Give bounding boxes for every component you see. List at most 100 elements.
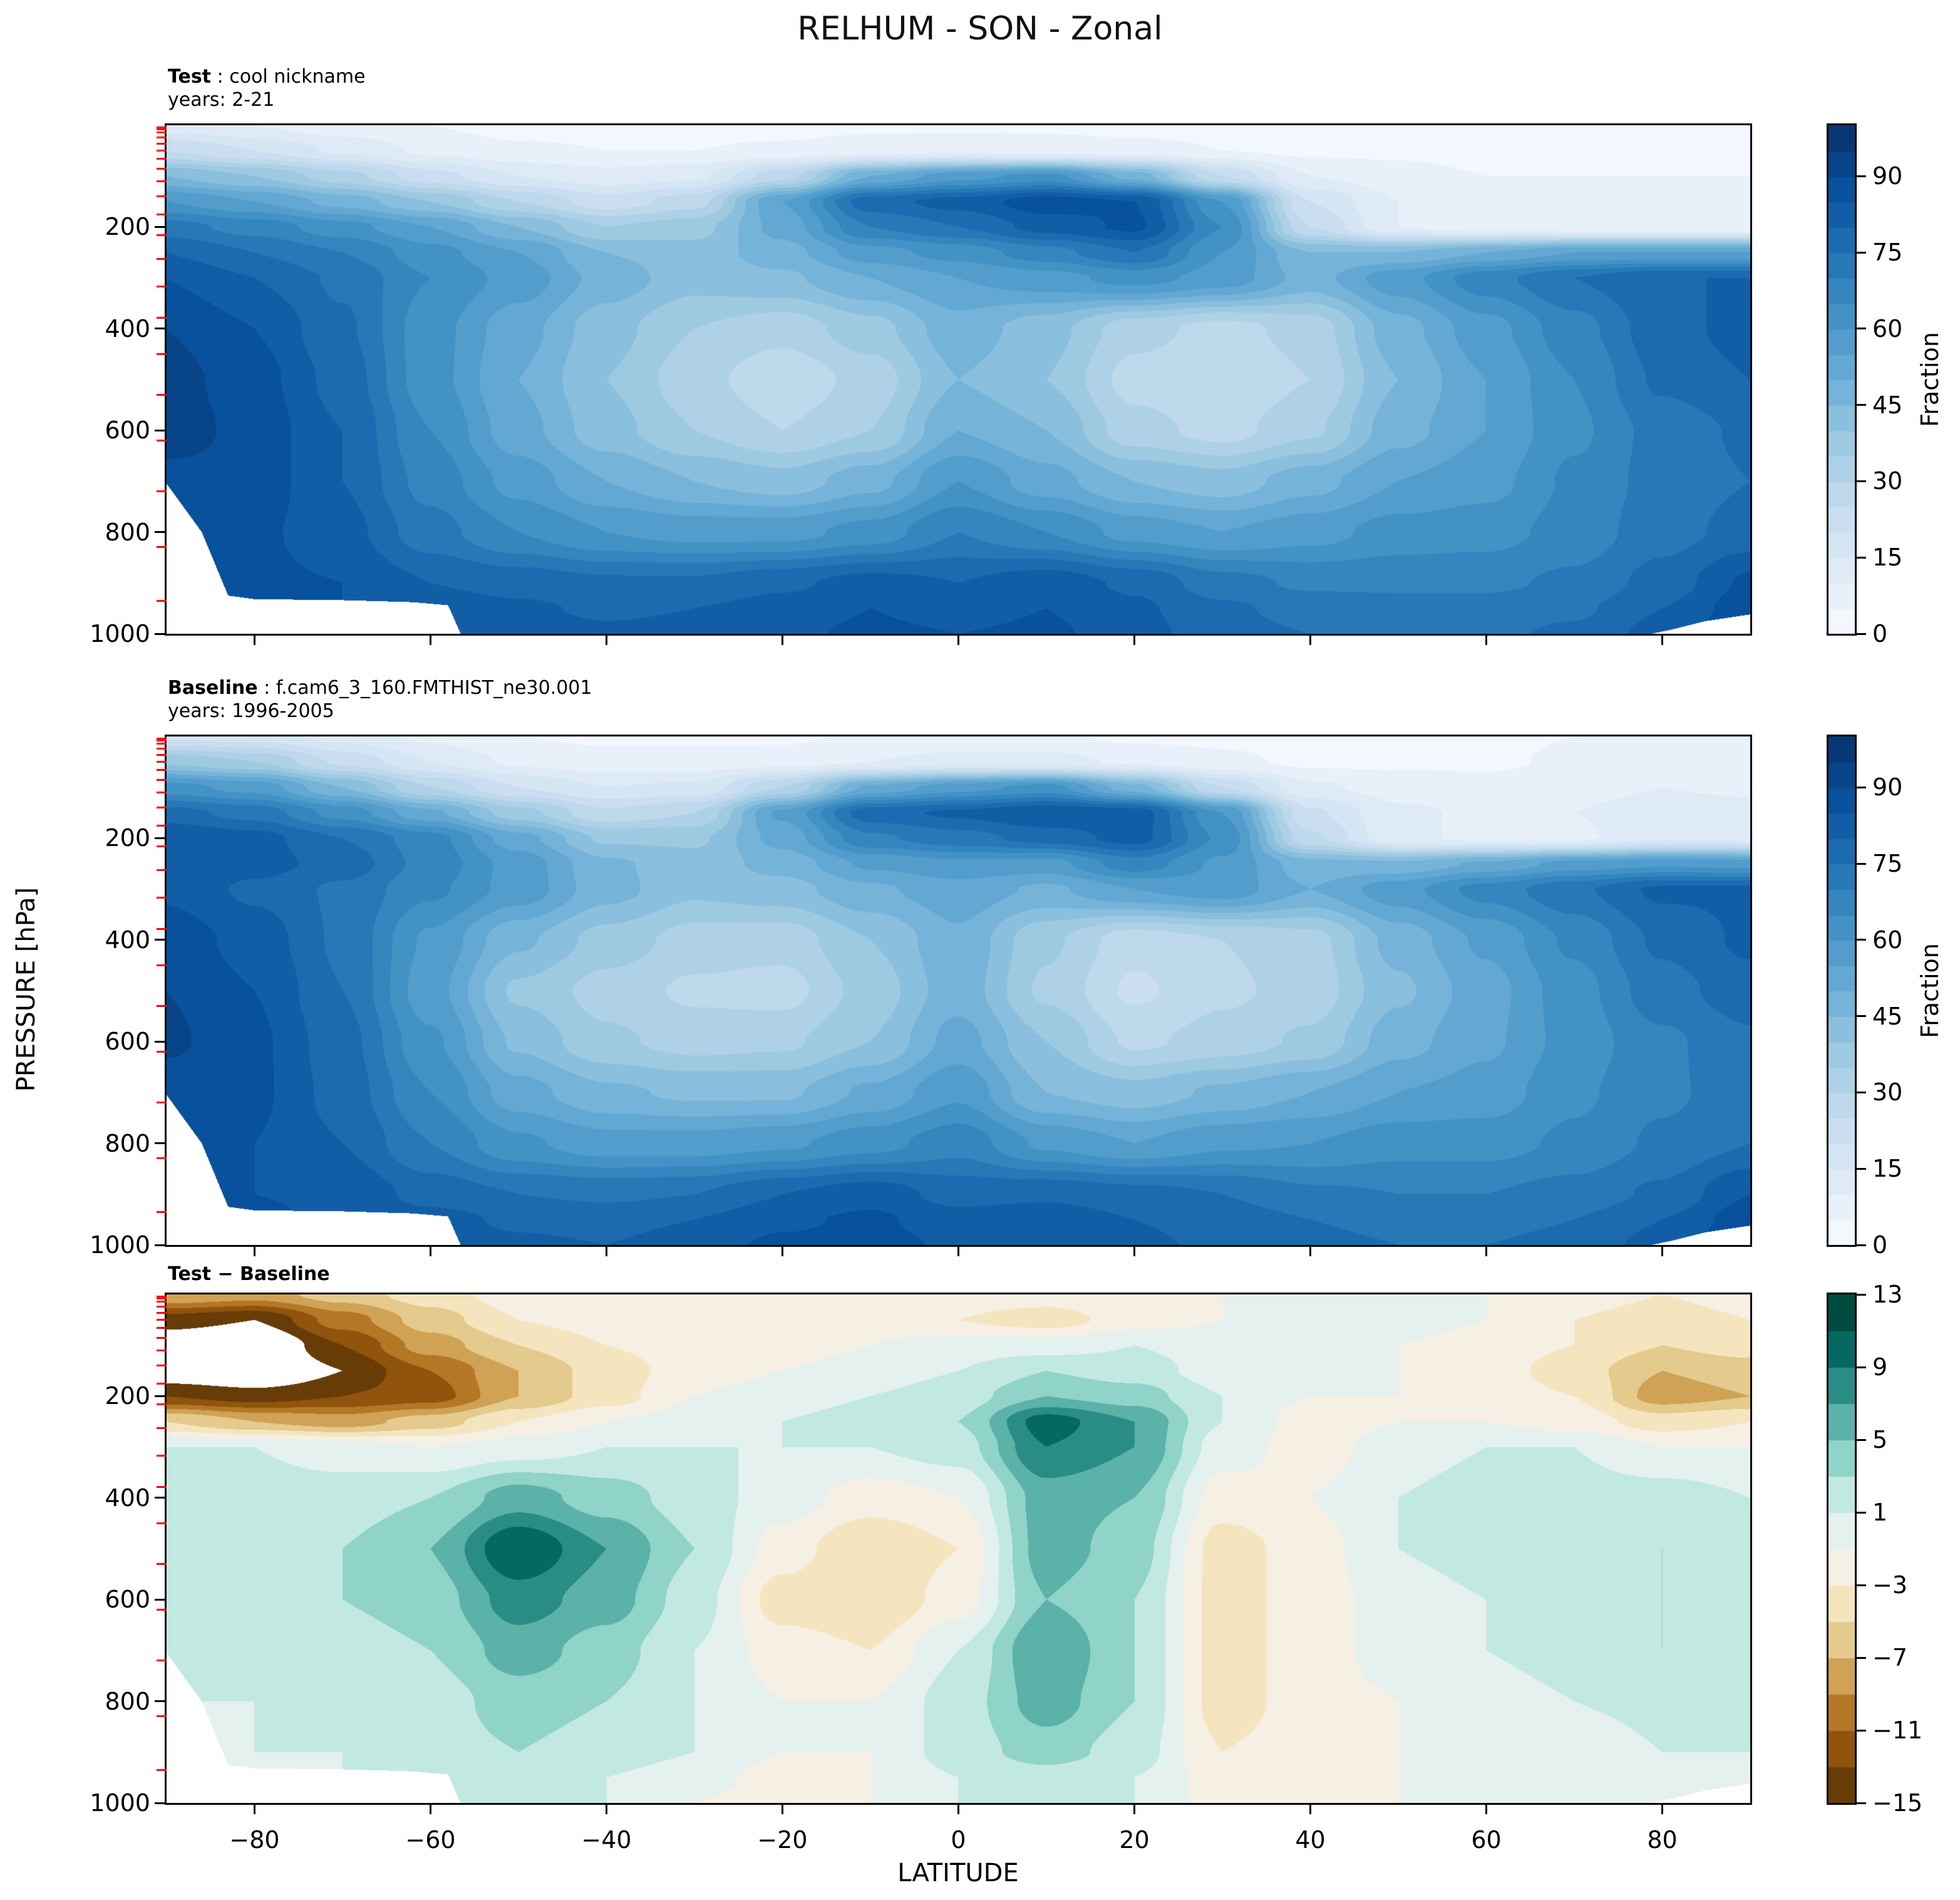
model-level-tick bbox=[157, 824, 167, 827]
model-level-tick bbox=[157, 1562, 167, 1565]
colorbar-tick-label: 5 bbox=[1872, 1426, 1888, 1453]
y-tick-label: 600 bbox=[105, 416, 150, 445]
figure-title: RELHUM - SON - Zonal bbox=[797, 10, 1163, 48]
y-tick-label: 600 bbox=[105, 1028, 150, 1056]
x-tick bbox=[1661, 1245, 1663, 1256]
model-level-tick bbox=[157, 1486, 167, 1489]
colorbar-tick-label: 75 bbox=[1872, 850, 1903, 877]
colorbar-label-baseline: Fraction bbox=[1916, 943, 1944, 1038]
contour-plot-test bbox=[167, 125, 1750, 634]
panel-sep-baseline: : bbox=[257, 677, 276, 699]
colorbar-tick bbox=[1855, 1244, 1866, 1246]
x-tick bbox=[957, 1803, 959, 1814]
y-tick-label: 600 bbox=[105, 1586, 150, 1614]
y-tick bbox=[155, 531, 167, 534]
colorbar-tick bbox=[1855, 1366, 1866, 1368]
x-tick bbox=[606, 634, 607, 645]
model-level-tick bbox=[157, 1715, 167, 1718]
y-tick bbox=[155, 939, 167, 941]
y-tick bbox=[155, 1395, 167, 1397]
colorbar-tick bbox=[1855, 939, 1866, 941]
x-tick-label: 0 bbox=[951, 1826, 966, 1854]
x-tick-label: 40 bbox=[1295, 1826, 1326, 1854]
model-level-tick bbox=[157, 1319, 167, 1321]
model-level-tick bbox=[157, 128, 167, 130]
colorbar-tick-label: 15 bbox=[1872, 1155, 1903, 1183]
x-tick bbox=[957, 634, 959, 645]
panel-header-test: Test : cool nickname years: 2-21 bbox=[168, 65, 366, 111]
y-tick-label: 800 bbox=[105, 1129, 150, 1157]
colorbar-tick bbox=[1855, 1015, 1866, 1018]
model-level-tick bbox=[157, 1365, 167, 1367]
colorbar-tick-label: 30 bbox=[1872, 1078, 1903, 1107]
y-tick bbox=[155, 632, 167, 635]
model-level-tick bbox=[157, 131, 167, 133]
colorbar-test bbox=[1828, 125, 1855, 634]
x-tick-label: −20 bbox=[757, 1826, 808, 1854]
x-tick bbox=[1485, 634, 1487, 645]
x-tick bbox=[1661, 1803, 1663, 1814]
panel-header-baseline: Baseline : f.cam6_3_160.FMTHIST_ne30.001… bbox=[168, 676, 592, 723]
model-level-tick bbox=[157, 1660, 167, 1662]
model-level-tick bbox=[157, 1427, 167, 1430]
model-level-tick bbox=[157, 180, 167, 182]
y-tick bbox=[155, 1802, 167, 1804]
colorbar-tick-label: 75 bbox=[1872, 239, 1903, 266]
model-level-tick bbox=[157, 964, 167, 966]
x-tick bbox=[430, 634, 431, 645]
x-tick bbox=[1485, 1803, 1487, 1814]
panel-years-baseline: years: 1996-2005 bbox=[168, 700, 334, 722]
y-tick-label: 200 bbox=[105, 213, 150, 241]
y-tick-label: 800 bbox=[105, 1687, 150, 1715]
model-level-tick bbox=[157, 845, 167, 847]
colorbar-tick-label: −11 bbox=[1872, 1717, 1923, 1744]
colorbar-tick-label: 0 bbox=[1872, 1231, 1888, 1259]
colorbar-tick bbox=[1855, 404, 1866, 406]
y-tick bbox=[155, 1497, 167, 1499]
x-tick bbox=[430, 1803, 431, 1814]
panel-years-test: years: 2-21 bbox=[168, 89, 275, 111]
colorbar-tick bbox=[1855, 251, 1866, 254]
model-level-tick bbox=[157, 317, 167, 319]
model-level-tick bbox=[157, 737, 167, 740]
colorbar-tick bbox=[1855, 1729, 1866, 1732]
model-level-tick bbox=[157, 739, 167, 741]
x-tick bbox=[1309, 634, 1311, 645]
x-axis-label: LATITUDE bbox=[897, 1859, 1019, 1887]
x-tick bbox=[606, 1803, 607, 1814]
model-level-tick bbox=[157, 1454, 167, 1457]
model-level-tick bbox=[157, 150, 167, 152]
colorbar-tick bbox=[1855, 175, 1866, 177]
colorbar-baseline bbox=[1828, 736, 1855, 1245]
y-tick-label: 400 bbox=[105, 926, 150, 954]
model-level-tick bbox=[157, 779, 167, 782]
model-level-tick bbox=[157, 353, 167, 355]
y-tick bbox=[155, 429, 167, 431]
colorbar-tick-label: −15 bbox=[1872, 1789, 1923, 1817]
model-level-tick bbox=[157, 869, 167, 872]
colorbar-tick bbox=[1855, 556, 1866, 559]
model-level-tick bbox=[157, 1300, 167, 1303]
y-tick bbox=[155, 1244, 167, 1246]
x-tick-label: 60 bbox=[1471, 1826, 1502, 1854]
x-tick bbox=[781, 1245, 783, 1256]
colorbar-tick-label: 30 bbox=[1872, 467, 1903, 495]
model-level-tick bbox=[157, 928, 167, 931]
colorbar-tick bbox=[1855, 786, 1866, 788]
model-level-tick bbox=[157, 807, 167, 809]
panel-header-baseline-line1: Baseline : f.cam6_3_160.FMTHIST_ne30.001 bbox=[168, 676, 592, 700]
model-level-tick bbox=[157, 747, 167, 750]
x-tick-label: 20 bbox=[1119, 1826, 1150, 1854]
x-tick bbox=[254, 1803, 255, 1814]
model-level-tick bbox=[157, 234, 167, 236]
y-tick-label: 200 bbox=[105, 824, 150, 852]
colorbar-tick bbox=[1855, 1802, 1866, 1804]
model-level-tick bbox=[157, 393, 167, 396]
y-tick-label: 1000 bbox=[90, 1789, 150, 1817]
model-level-tick bbox=[157, 126, 167, 128]
model-level-tick bbox=[157, 1211, 167, 1213]
x-tick bbox=[1309, 1245, 1311, 1256]
model-level-tick bbox=[157, 1297, 167, 1299]
colorbar-tick bbox=[1855, 1091, 1866, 1093]
colorbar-diff bbox=[1828, 1294, 1855, 1803]
